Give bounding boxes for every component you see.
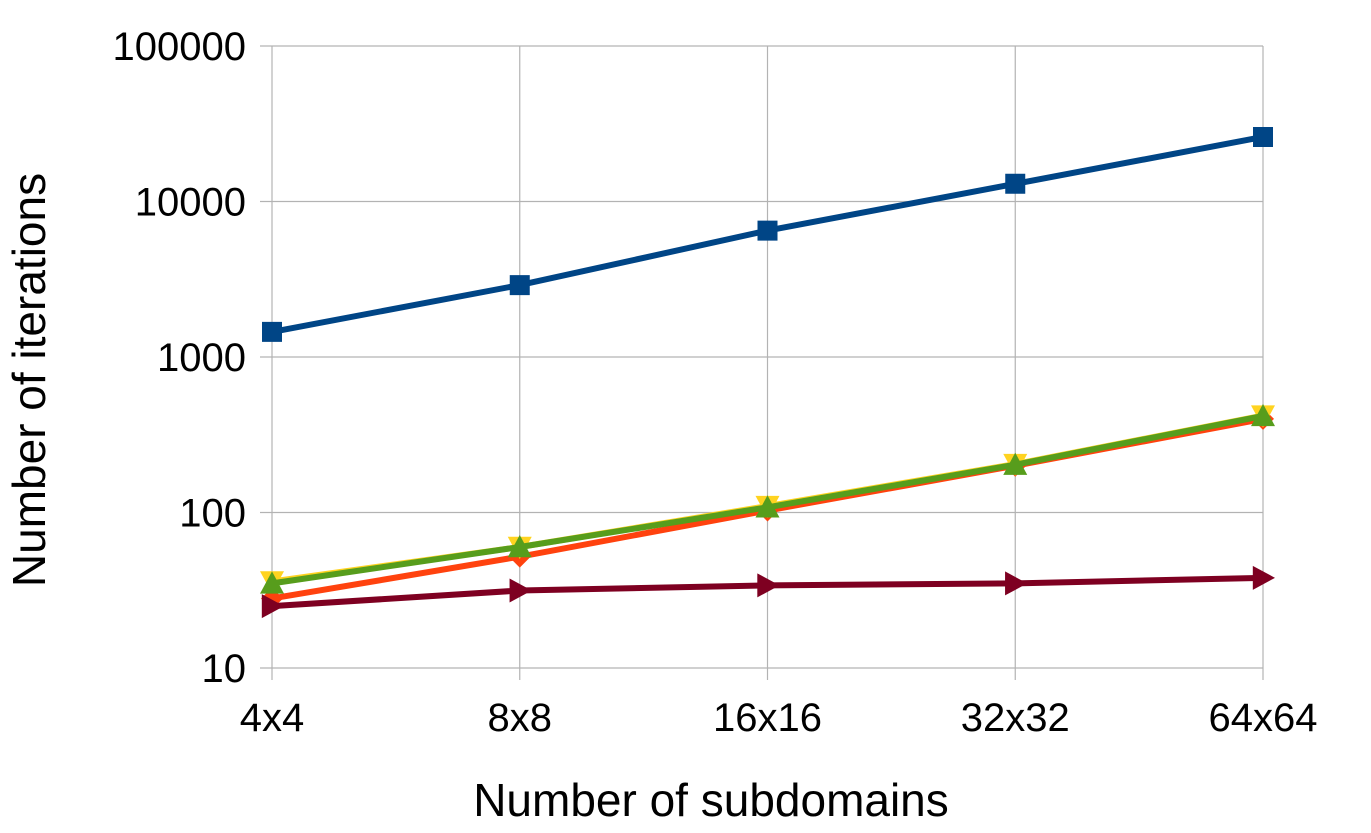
data-point [262, 321, 282, 342]
data-point [1005, 571, 1028, 596]
x-axis-ticks: 4x4 8x8 16x16 32x32 64x64 [240, 696, 1318, 740]
y-tick-label: 100000 [113, 25, 246, 69]
series-5 [261, 565, 1275, 619]
y-tick-label: 100 [179, 492, 246, 536]
data-point [509, 275, 530, 296]
x-tick-label: 8x8 [488, 696, 553, 740]
data-point [260, 571, 284, 594]
x-tick-label: 4x4 [240, 696, 305, 740]
series-group [260, 126, 1275, 619]
series-1 [262, 126, 1273, 342]
data-point [757, 220, 778, 241]
x-tick-label: 32x32 [961, 696, 1070, 740]
data-point [1252, 565, 1275, 590]
data-point [507, 534, 532, 558]
data-point [261, 594, 284, 619]
data-point [509, 578, 532, 603]
y-tick-label: 1000 [157, 336, 246, 380]
data-point [1251, 403, 1275, 427]
data-point [1253, 126, 1273, 147]
y-tick-label: 10000 [135, 181, 246, 225]
data-point [1005, 173, 1026, 194]
x-axis-label: Number of subdomains [473, 774, 949, 826]
y-axis-ticks: 10 100 1000 10000 100000 [113, 25, 246, 691]
y-axis-label: Number of iterations [3, 173, 55, 587]
x-tick-label: 64x64 [1209, 696, 1318, 740]
series-4 [260, 403, 1275, 594]
y-tick-label: 10 [202, 647, 247, 691]
data-point [755, 495, 780, 518]
x-tick-label: 16x16 [713, 696, 822, 740]
data-point [757, 573, 780, 598]
data-point [1003, 452, 1028, 475]
